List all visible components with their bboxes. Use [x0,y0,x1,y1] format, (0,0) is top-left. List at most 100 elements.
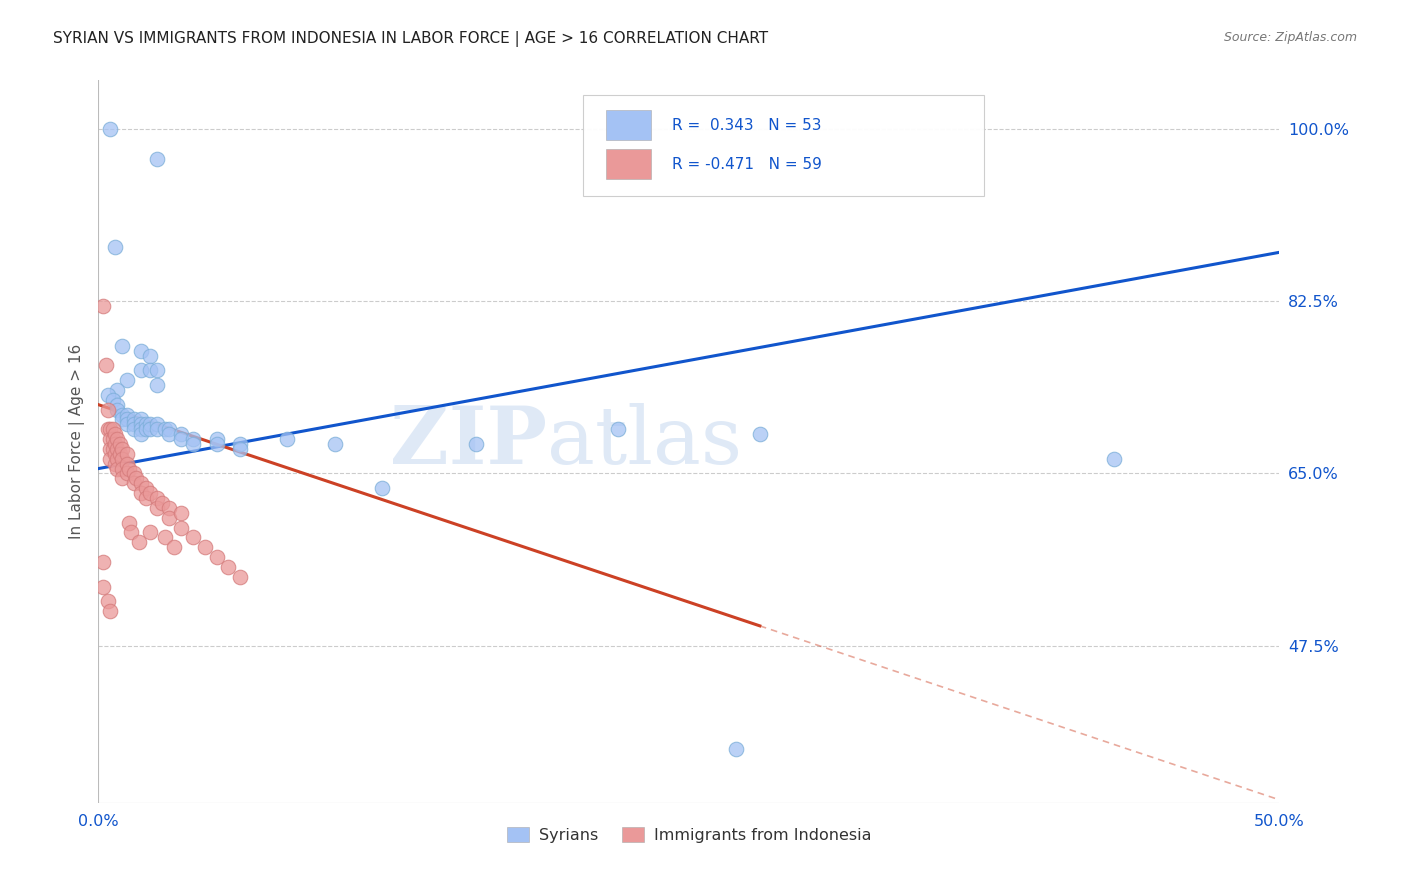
Point [108,447,131,461]
Point [217,560,239,574]
Point [371,481,394,495]
Point [91,580,114,594]
Point [98,122,121,136]
Point [205,437,228,451]
Point [129,363,152,377]
Point [115,457,138,471]
Point [229,570,252,584]
Point [129,476,152,491]
Point [129,343,152,358]
Point [122,412,145,426]
Point [276,432,298,446]
Point [181,530,204,544]
Point [157,500,180,515]
Point [465,437,488,451]
Text: R = -0.471   N = 59: R = -0.471 N = 59 [672,157,823,171]
Point [118,516,141,530]
Point [129,412,152,426]
Point [115,412,138,426]
Point [170,506,193,520]
Point [129,417,152,432]
Point [153,530,176,544]
Point [105,461,128,475]
Point [94,359,117,373]
Point [111,471,134,485]
Point [115,408,138,422]
Point [323,437,346,451]
Point [111,461,134,475]
Point [607,422,630,436]
Point [101,392,124,407]
Point [105,398,128,412]
Point [128,535,150,549]
Point [108,437,131,451]
Point [121,525,143,540]
Point [157,427,180,442]
Point [98,422,121,436]
Point [139,363,162,377]
FancyBboxPatch shape [606,110,651,140]
Point [104,437,127,451]
Point [104,427,127,442]
Point [139,525,162,540]
Point [105,451,128,466]
Point [91,555,114,569]
Point [105,383,128,397]
Point [146,417,169,432]
Point [98,451,121,466]
Point [122,422,145,436]
Point [146,378,169,392]
Point [91,299,114,313]
Point [105,442,128,456]
Point [139,417,162,432]
Point [170,432,193,446]
Point [157,510,180,524]
Point [229,442,252,456]
Point [97,388,120,402]
Text: ZIP: ZIP [391,402,547,481]
Point [181,437,204,451]
Point [129,427,152,442]
Point [748,427,770,442]
Point [135,481,157,495]
Point [97,422,120,436]
Point [725,741,748,756]
Point [111,451,134,466]
Point [98,442,121,456]
Text: atlas: atlas [547,402,742,481]
Point [115,373,138,387]
Point [125,471,148,485]
Point [146,422,169,436]
Point [101,422,124,436]
Y-axis label: In Labor Force | Age > 16: In Labor Force | Age > 16 [69,344,84,539]
Point [105,402,128,417]
Point [104,240,127,254]
Point [135,417,157,432]
Point [163,540,186,554]
Point [150,496,173,510]
Point [205,432,228,446]
Legend: Syrians, Immigrants from Indonesia: Syrians, Immigrants from Indonesia [501,820,877,849]
Point [157,422,180,436]
Point [194,540,217,554]
Point [139,486,162,500]
Point [98,604,121,618]
Point [146,363,169,377]
Point [146,491,169,505]
Point [170,520,193,534]
FancyBboxPatch shape [606,149,651,179]
FancyBboxPatch shape [582,95,984,196]
Point [111,442,134,456]
Point [153,422,176,436]
Point [111,408,134,422]
Text: SYRIAN VS IMMIGRANTS FROM INDONESIA IN LABOR FORCE | AGE > 16 CORRELATION CHART: SYRIAN VS IMMIGRANTS FROM INDONESIA IN L… [53,31,769,47]
Point [101,442,124,456]
Point [139,422,162,436]
Point [97,594,120,608]
Point [129,486,152,500]
Point [205,549,228,564]
Text: R =  0.343   N = 53: R = 0.343 N = 53 [672,118,823,133]
Point [104,457,127,471]
Point [122,417,145,432]
Point [98,432,121,446]
